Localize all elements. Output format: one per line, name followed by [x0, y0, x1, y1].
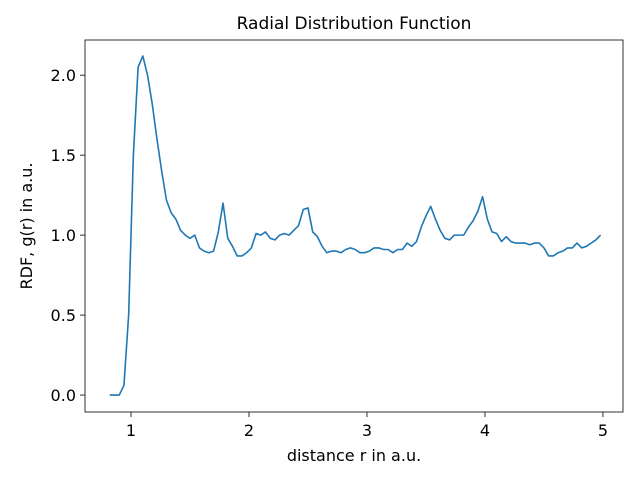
y-tick-label: 1.0	[51, 226, 76, 245]
data-line	[109, 55, 602, 396]
chart-title: Radial Distribution Function	[237, 14, 472, 34]
y-tick-label: 0.0	[51, 386, 76, 405]
x-tick-label: 4	[480, 421, 490, 440]
x-tick-label: 3	[362, 421, 372, 440]
plot-frame	[84, 39, 624, 413]
y-tick-label: 1.5	[51, 146, 76, 165]
x-tick-label: 2	[244, 421, 254, 440]
x-tick-label: 1	[126, 421, 136, 440]
y-axis-label: RDF, g(r) in a.u.	[17, 163, 36, 290]
x-tick-label: 5	[598, 421, 608, 440]
y-tick-label: 0.5	[51, 306, 76, 325]
x-axis-label: distance r in a.u.	[287, 446, 421, 465]
y-tick-label: 2.0	[51, 66, 76, 85]
